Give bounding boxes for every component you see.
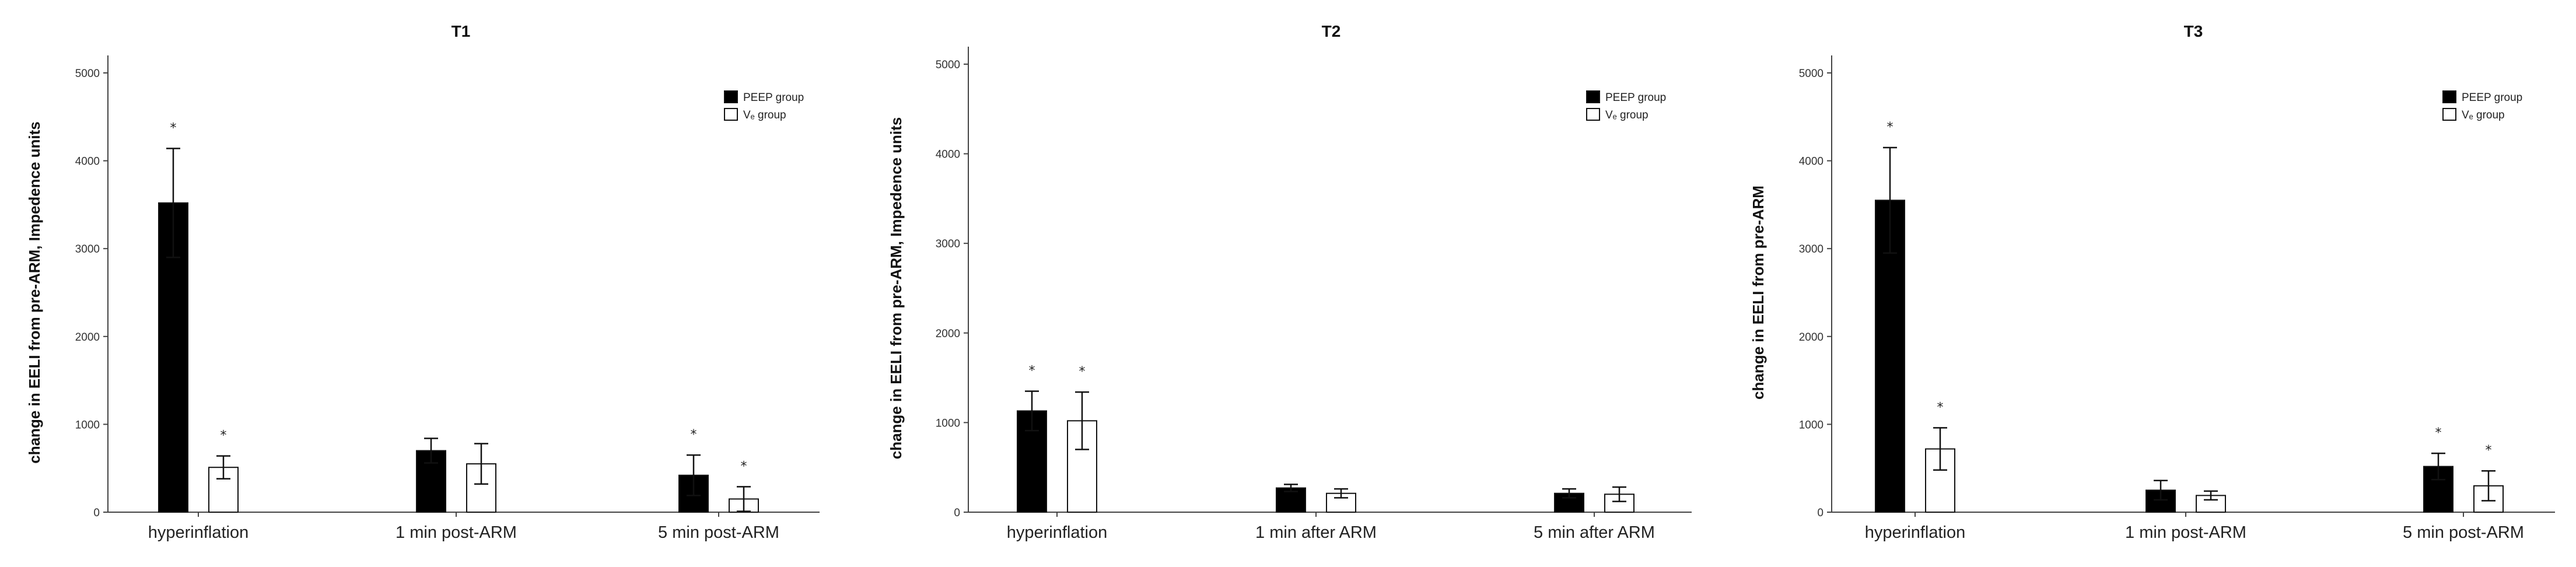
y-tick-label: 5000 [1799, 68, 1824, 80]
y-tick-label: 0 [1817, 507, 1824, 519]
legend-label: PEEP group [2462, 92, 2522, 104]
y-tick-label: 2000 [1799, 331, 1824, 344]
significance-marker: * [1029, 364, 1035, 379]
y-tick-label: 5000 [936, 59, 960, 71]
y-tick-label: 1000 [936, 417, 960, 429]
y-tick-label: 1000 [75, 419, 100, 431]
y-axis-label: change in EELI from pre-ARM, Impedence u… [26, 121, 43, 464]
x-tick-label: 1 min after ARM [1255, 523, 1377, 542]
x-tick-label: hyperinflation [1865, 523, 1966, 542]
significance-marker: * [170, 121, 177, 136]
y-tick-label: 1000 [1799, 419, 1824, 431]
panel-title: T1 [452, 22, 471, 40]
legend-swatch-vt [1586, 108, 1600, 121]
legend-swatch-vt [2442, 108, 2456, 121]
significance-marker: * [1079, 365, 1086, 379]
y-axis-label: change in EELI from pre-ARM, Impedence u… [887, 117, 905, 460]
y-axis-label: change in EELI from pre-ARM [1749, 186, 1767, 400]
legend-label: PEEP group [1605, 92, 1666, 104]
legend-swatch-peep [724, 90, 738, 103]
significance-marker: * [691, 428, 697, 442]
significance-marker: * [2435, 426, 2442, 440]
y-tick-label: 0 [93, 507, 100, 519]
legend-label: Vₑ group [2462, 109, 2505, 121]
legend-swatch-peep [1586, 90, 1600, 103]
y-tick-label: 4000 [1799, 156, 1824, 168]
y-tick-label: 4000 [75, 156, 100, 168]
significance-marker: * [1887, 120, 1894, 135]
x-tick-label: 5 min post-ARM [2403, 523, 2524, 542]
x-tick-label: 5 min after ARM [1534, 523, 1655, 542]
significance-marker: * [2486, 443, 2492, 458]
x-tick-label: 5 min post-ARM [658, 523, 779, 542]
x-tick-label: hyperinflation [148, 523, 249, 542]
x-tick-label: 1 min post-ARM [396, 523, 517, 542]
legend-label: Vₑ group [743, 109, 786, 121]
y-tick-label: 2000 [75, 331, 100, 344]
significance-marker: * [1937, 400, 1944, 415]
legend-swatch-vt [724, 108, 738, 121]
legend-label: PEEP group [743, 92, 804, 104]
y-tick-label: 4000 [936, 149, 960, 161]
significance-marker: * [741, 459, 747, 474]
y-tick-label: 5000 [75, 68, 100, 80]
x-tick-label: hyperinflation [1007, 523, 1108, 542]
x-tick-label: 1 min post-ARM [2125, 523, 2246, 542]
y-tick-label: 0 [954, 507, 960, 519]
y-tick-label: 2000 [936, 328, 960, 340]
y-tick-label: 3000 [75, 243, 100, 256]
legend-swatch-peep [2442, 90, 2456, 103]
significance-marker: * [220, 429, 227, 443]
legend-label: Vₑ group [1605, 109, 1648, 121]
panel-title: T2 [1322, 22, 1341, 40]
y-tick-label: 3000 [1799, 243, 1824, 256]
panel-title: T3 [2184, 22, 2203, 40]
y-tick-label: 3000 [936, 238, 960, 250]
